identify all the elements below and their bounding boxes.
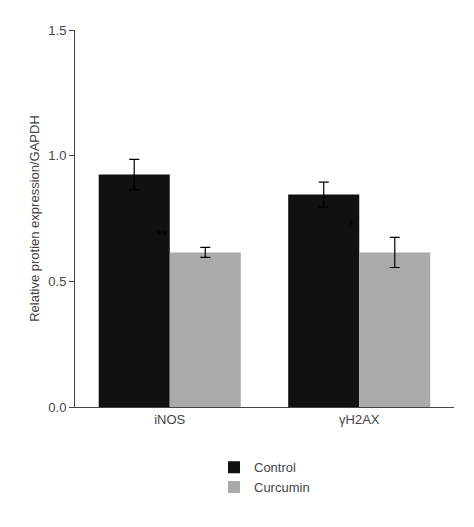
svg-text:**: ** bbox=[156, 226, 168, 243]
svg-text:γH2AX: γH2AX bbox=[339, 412, 380, 427]
svg-text:0.0: 0.0 bbox=[48, 400, 66, 415]
svg-text:1.5: 1.5 bbox=[48, 23, 66, 38]
svg-text:Control: Control bbox=[254, 460, 296, 475]
svg-text:1.0: 1.0 bbox=[48, 148, 66, 163]
svg-text:Relative protien expression/GA: Relative protien expression/GAPDH bbox=[27, 115, 42, 322]
svg-text:Curcumin: Curcumin bbox=[254, 480, 310, 495]
svg-text:0.5: 0.5 bbox=[48, 274, 66, 289]
svg-text:*: * bbox=[348, 216, 354, 233]
svg-text:iNOS: iNOS bbox=[154, 412, 185, 427]
